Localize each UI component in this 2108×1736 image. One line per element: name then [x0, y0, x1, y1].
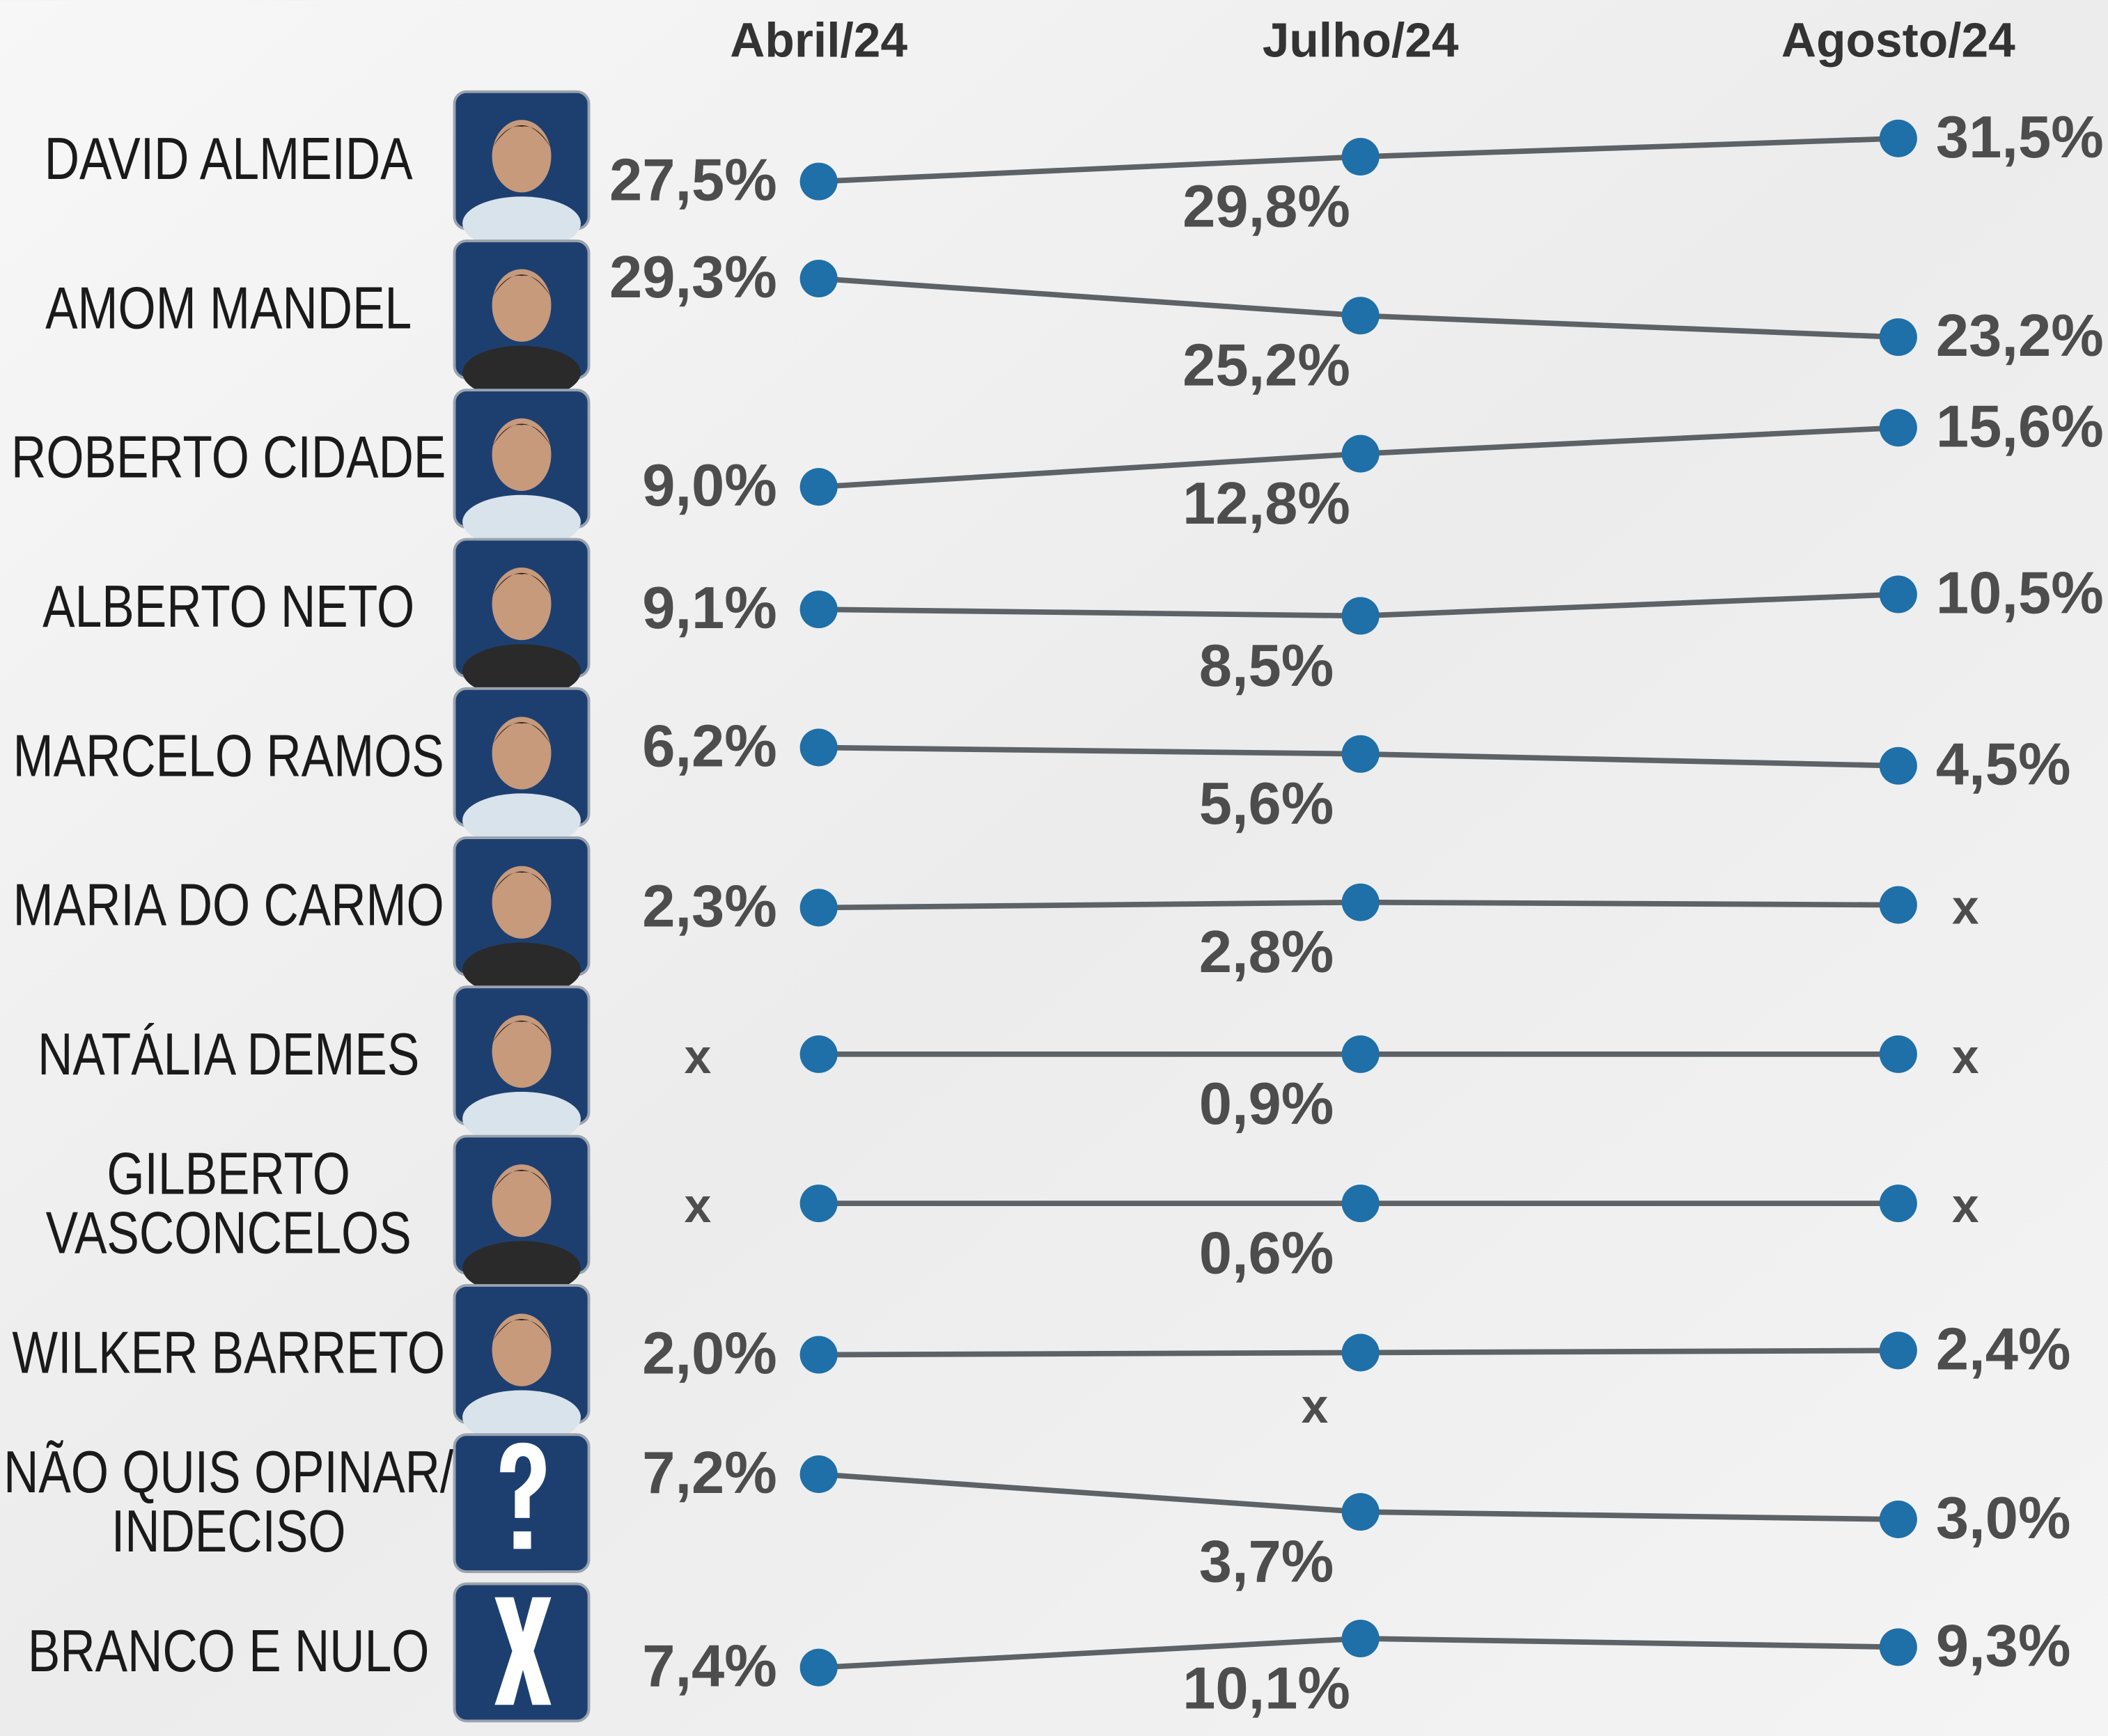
data-point	[1342, 138, 1380, 175]
row-name: ROBERTO CIDADE	[11, 425, 446, 490]
value-label: 6,2%	[642, 712, 777, 779]
value-label: 7,4%	[642, 1633, 777, 1699]
data-point	[1342, 884, 1380, 921]
data-point	[1880, 318, 1917, 356]
data-point	[1880, 575, 1917, 613]
value-label: 29,8%	[1182, 173, 1350, 239]
column-header: Abril/24	[730, 13, 907, 67]
value-label: 7,2%	[642, 1439, 777, 1506]
value-label: 0,6%	[1199, 1220, 1334, 1286]
placeholder-point	[800, 1035, 838, 1073]
row-name: MARIA DO CARMO	[13, 873, 444, 938]
photo-head	[492, 1164, 552, 1237]
value-label: 5,6%	[1199, 770, 1334, 836]
value-label: 31,5%	[1936, 104, 2104, 170]
placeholder-point	[800, 1184, 838, 1222]
row-name: NATÁLIA DEMES	[38, 1022, 419, 1087]
data-point	[1342, 1493, 1380, 1531]
value-label: 3,7%	[1199, 1528, 1334, 1595]
data-point	[1342, 435, 1380, 473]
column-header: Agosto/24	[1781, 13, 2015, 67]
data-point	[800, 889, 838, 926]
value-label: 4,5%	[1936, 731, 2071, 797]
value-label: 12,8%	[1182, 470, 1350, 536]
data-point	[800, 728, 838, 766]
data-point	[800, 1649, 838, 1687]
row-name: DAVID ALMEIDA	[45, 127, 413, 192]
page: {"chart_data": {"type": "slope", "catego…	[0, 0, 2108, 1736]
no-data-label: x	[1952, 1178, 1979, 1233]
placeholder-point	[1342, 1334, 1380, 1371]
data-point	[800, 163, 838, 201]
value-label: 27,5%	[609, 147, 777, 213]
value-label: 10,5%	[1936, 560, 2104, 626]
no-data-label: x	[1952, 880, 1979, 935]
photo-head	[492, 1015, 552, 1088]
value-label: 9,1%	[642, 574, 777, 641]
data-point	[1880, 1331, 1917, 1369]
value-label: 2,8%	[1199, 918, 1334, 985]
row-name: MARCELO RAMOS	[13, 724, 444, 789]
value-label: 3,0%	[1936, 1485, 2071, 1551]
placeholder-point	[1880, 1184, 1917, 1222]
value-label: 29,3%	[609, 244, 777, 310]
photo-head	[492, 866, 552, 939]
row-name: BRANCO E NULO	[28, 1619, 430, 1684]
data-point	[1880, 409, 1917, 446]
data-point	[1880, 1501, 1917, 1538]
photo-head	[492, 1313, 552, 1386]
data-point	[800, 591, 838, 628]
data-point	[800, 260, 838, 297]
placeholder-point	[1880, 1035, 1917, 1073]
data-point	[1342, 1035, 1380, 1073]
data-point	[1342, 597, 1380, 634]
chart: Abril/24 Julho/24 Agosto/24 DAVID ALMEIDA 27…	[0, 0, 2108, 1736]
value-label: 23,2%	[1936, 302, 2104, 368]
row-name: AMOM MANDEL	[45, 276, 412, 341]
data-point	[1880, 1628, 1917, 1666]
value-label: 25,2%	[1182, 332, 1350, 398]
data-point	[1342, 1620, 1380, 1657]
value-label: 0,9%	[1199, 1070, 1334, 1136]
data-point	[1342, 1184, 1380, 1222]
no-data-label: x	[1302, 1379, 1329, 1433]
data-point	[1880, 120, 1917, 157]
value-label: 2,0%	[642, 1320, 777, 1386]
placeholder-point	[1880, 886, 1917, 924]
no-data-label: x	[685, 1029, 712, 1084]
value-label: 2,4%	[1936, 1315, 2071, 1382]
row-name: WILKER BARRETO	[12, 1320, 445, 1386]
data-point	[1342, 297, 1380, 334]
data-point	[800, 1455, 838, 1493]
photo-head	[492, 269, 552, 341]
photo-head	[492, 717, 552, 789]
data-point	[1342, 735, 1380, 773]
photo-head	[492, 568, 552, 640]
value-label: 8,5%	[1199, 632, 1334, 698]
data-point	[800, 1336, 838, 1374]
no-data-label: x	[685, 1178, 712, 1233]
data-point	[1880, 747, 1917, 785]
value-label: 9,0%	[642, 452, 777, 518]
column-header: Julho/24	[1263, 13, 1459, 67]
value-label: 2,3%	[642, 873, 777, 939]
question-dot	[513, 1531, 531, 1549]
data-point	[800, 468, 838, 506]
photo-head	[492, 120, 552, 192]
no-data-label: x	[1952, 1029, 1979, 1084]
value-label: 9,3%	[1936, 1612, 2071, 1678]
photo-head	[492, 419, 552, 491]
value-label: 15,6%	[1936, 393, 2104, 459]
value-label: 10,1%	[1182, 1655, 1350, 1721]
row-name: ALBERTO NETO	[42, 574, 414, 640]
